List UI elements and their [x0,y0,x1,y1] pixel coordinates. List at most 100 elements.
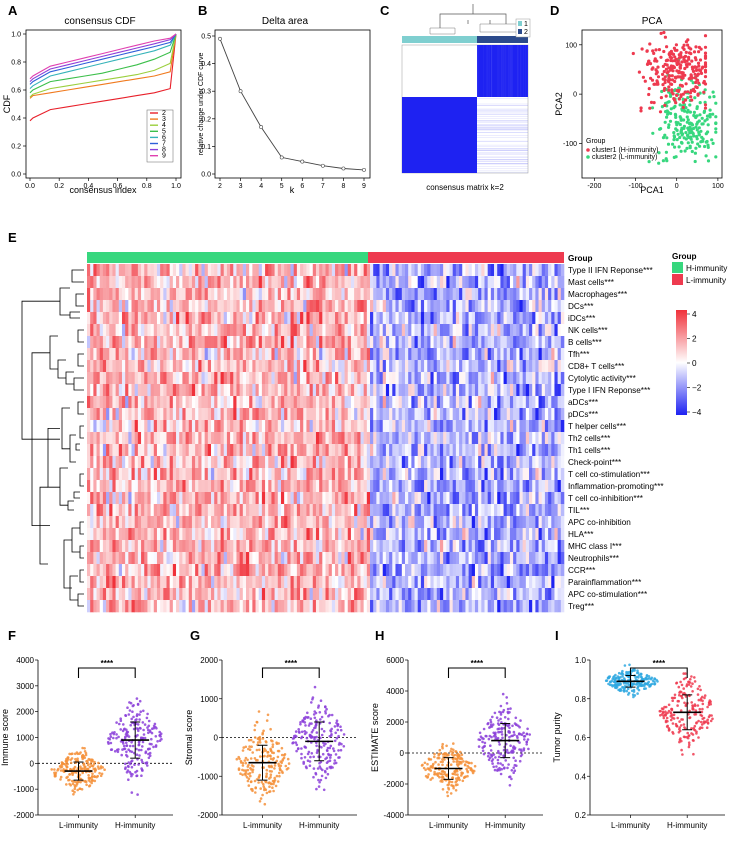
heatmap-cell [118,480,123,493]
heatmap-cell [255,456,260,469]
heatmap-cell [532,516,536,529]
heatmap-cell [335,576,339,589]
heatmap-cell [179,264,183,277]
pca-point-h [698,58,703,62]
pca-point-h [657,48,662,52]
heatmap-cell [497,300,501,313]
heatmap-cell [106,600,110,613]
heatmap-cell [277,468,282,481]
heatmap-cell [223,540,228,553]
heatmap-cell [474,444,479,457]
heatmap-cell [414,576,419,589]
heatmap-cell [452,360,457,373]
heatmap-cell [214,408,218,421]
heatmap-cell [160,420,164,433]
heatmap-cell [513,444,517,457]
pca-point-l [688,146,692,150]
heatmap-cell [401,264,406,277]
heatmap-cell [322,468,326,481]
heatmap-cell [519,528,523,541]
heatmap-cell [487,264,492,277]
heatmap-cell [497,456,501,469]
heatmap-cell [201,300,205,313]
heatmap-cell [141,576,145,589]
heatmap-cell [360,576,364,589]
heatmap-cell [176,468,180,481]
heatmap-cell [522,480,527,493]
heatmap-cell [204,540,209,553]
heatmap-cell [379,588,384,601]
heatmap-cell [102,288,107,301]
heatmap-cell [204,288,209,301]
heatmap-cell [293,348,298,361]
heatmap-cell [315,552,320,565]
heatmap-cell [191,576,196,589]
heatmap-cell [427,336,431,349]
heatmap-cell [128,312,132,325]
heatmap-cell [541,576,546,589]
heatmap-cell [185,552,190,565]
heatmap-cell [217,588,221,601]
heatmap-cell [322,576,326,589]
heatmap-cell [242,480,247,493]
heatmap-cell [325,552,329,565]
heatmap-cell [490,564,495,577]
heatmap-cell [325,420,329,433]
delta-ytick-label: 0.0 [201,172,211,179]
heatmap-cell [303,336,307,349]
heatmap-cell [474,480,479,493]
heatmap-cell [90,480,94,493]
pca-point-h [670,74,674,78]
heatmap-cell [315,276,320,289]
pca-point-h [652,101,656,105]
heatmap-cell [319,468,323,481]
heatmap-cell [265,444,269,457]
heatmap-cell [106,264,110,277]
heatmap-cell [494,396,498,409]
heatmap-cell [191,516,196,529]
pca-point-h [661,83,665,87]
heatmap-cell [198,600,202,613]
heatmap-cell [106,528,110,541]
heatmap-cell [233,600,237,613]
heatmap-cell [290,504,294,517]
heatmap-cell [449,288,453,301]
heatmap-cell [179,480,183,493]
heatmap-cell [538,396,543,409]
heatmap-cell [335,588,339,601]
heatmap-cell [490,420,495,433]
heatmap-cell [271,576,275,589]
heatmap-cell [207,264,212,277]
heatmap-cell [306,288,310,301]
heatmap-cell [405,468,409,481]
heatmap-cell [204,600,209,613]
heatmap-cell [370,564,374,577]
heatmap-cell [141,348,145,361]
heatmap-cell [134,372,139,385]
heatmap-cell [217,348,221,361]
heatmap-cell [322,372,326,385]
heatmap-cell [204,360,209,373]
pca-point-h [690,65,695,69]
heatmap-cell [220,264,225,277]
heatmap-cell [490,468,495,481]
heatmap-cell [373,564,377,577]
heatmap-cell [481,408,485,421]
heatmap-cell [182,408,186,421]
delta-xtick-label: 8 [341,183,345,190]
heatmap-cell [554,264,558,277]
heatmap-cell [325,516,329,529]
heatmap-cell [544,420,549,433]
heatmap-cell [557,276,562,289]
heatmap-cell [169,396,174,409]
heatmap-cell [557,360,562,373]
heatmap-cell [379,300,384,313]
heatmap-cell [408,552,412,565]
pca-point-h [663,103,667,107]
heatmap-cell [535,396,539,409]
heatmap-cell [125,528,129,541]
heatmap-cell [220,516,225,529]
heatmap-cell [258,492,263,505]
heatmap-cell [430,444,434,457]
heatmap-cell [236,288,240,301]
